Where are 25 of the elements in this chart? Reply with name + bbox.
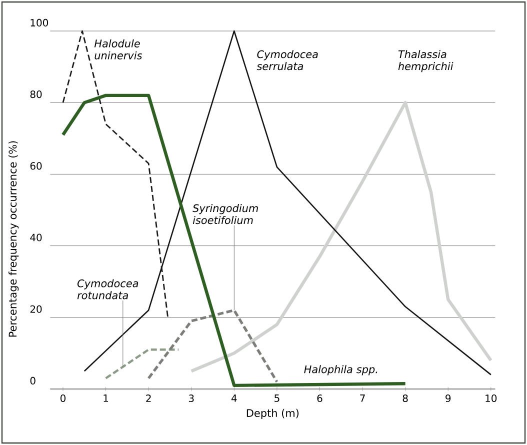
x-tick-label: 9 <box>446 394 451 402</box>
text: Cymodocea rotundata <box>77 279 138 300</box>
x-tick-label: 10 <box>486 394 497 402</box>
x-axis-title: Depth (m) <box>246 408 299 420</box>
x-tick-label: 5 <box>274 394 280 402</box>
x-tick-label: 3 <box>188 394 194 402</box>
x-tick-label: 8 <box>402 394 408 402</box>
x-tick-label: 6 <box>317 394 322 402</box>
y-tick-label: 80 <box>30 90 42 98</box>
y-tick-label: 0 <box>30 376 36 384</box>
x-tick-label: 1 <box>104 394 108 402</box>
text: Syringodium isoetifolium <box>192 204 258 224</box>
y-axis-title: Percentage frequency occurrence (%) <box>8 141 19 337</box>
y-tick-label: 40 <box>30 234 42 242</box>
y-tick-label: 60 <box>30 162 42 170</box>
series-label: Halodule uninervis <box>94 39 142 60</box>
y-tick-label: 20 <box>30 305 42 313</box>
x-tick-label: 0 <box>60 394 66 402</box>
x-tick-label: 2 <box>146 394 151 402</box>
y-tick-label: 100 <box>30 18 48 26</box>
series-label: Halophila spp. <box>304 365 378 376</box>
x-tick-label: 7 <box>360 394 365 402</box>
series-label: Cymodocea serrulata <box>256 50 318 70</box>
text: Thalassia hemprichii <box>398 50 454 72</box>
x-tick-label: 4 <box>231 394 237 402</box>
